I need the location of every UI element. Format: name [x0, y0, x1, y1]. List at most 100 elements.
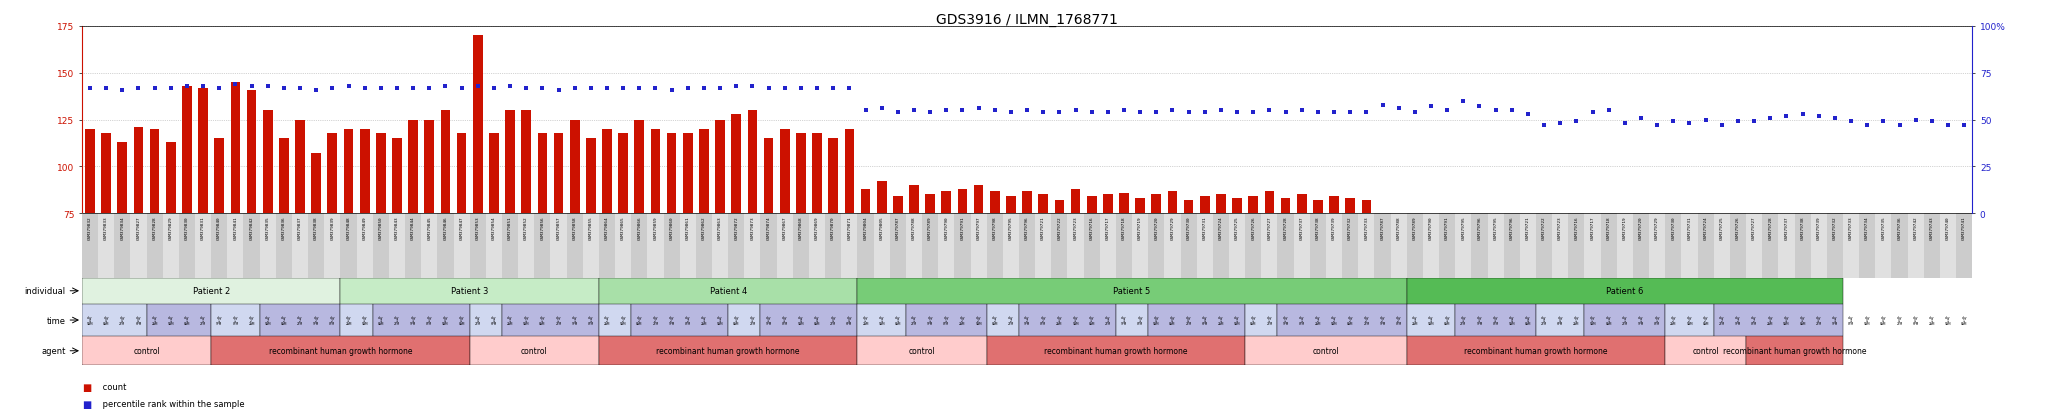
- Bar: [729, 304, 760, 336]
- Text: GSM379795: GSM379795: [1010, 216, 1014, 239]
- Point: [1640, 123, 1673, 129]
- Bar: [797, 133, 805, 214]
- Point: [834, 85, 866, 92]
- Text: day
0,
8AM: day 0, 8AM: [1524, 315, 1532, 325]
- Text: control: control: [909, 347, 936, 356]
- Text: day
3,
5AM: day 3, 5AM: [1073, 315, 1079, 325]
- Text: day
2,
5AM: day 2, 5AM: [1331, 315, 1337, 325]
- Bar: [1956, 214, 1972, 278]
- Text: day
3,
8AM: day 3, 8AM: [733, 315, 739, 325]
- Point: [1673, 121, 1706, 127]
- Text: GSM379720: GSM379720: [1155, 216, 1159, 239]
- Bar: [729, 214, 743, 278]
- Point: [414, 85, 446, 92]
- Text: day
2,
2PM: day 2, 2PM: [1364, 315, 1370, 325]
- Bar: [1616, 214, 1632, 278]
- Bar: [377, 133, 385, 214]
- Text: day
2,
5AM: day 2, 5AM: [1686, 315, 1694, 325]
- Bar: [1778, 214, 1794, 278]
- Bar: [1456, 214, 1470, 278]
- Point: [74, 85, 106, 92]
- Bar: [858, 304, 905, 336]
- Text: recombinant human growth hormone: recombinant human growth hormone: [1722, 347, 1866, 356]
- Point: [623, 85, 655, 92]
- Bar: [598, 278, 858, 304]
- Text: GSM379725: GSM379725: [1720, 216, 1724, 239]
- Text: day
1,
8AM: day 1, 8AM: [1606, 315, 1612, 325]
- Text: day
0,
2PM: day 0, 2PM: [1896, 315, 1903, 325]
- Point: [90, 85, 123, 92]
- Bar: [440, 111, 451, 214]
- Text: day
3,
2PM: day 3, 2PM: [1104, 315, 1110, 325]
- Bar: [1378, 214, 1386, 247]
- Text: GSM379727: GSM379727: [1268, 216, 1272, 239]
- Point: [752, 85, 784, 92]
- Text: GSM379851: GSM379851: [508, 216, 512, 239]
- Text: day
0,
2PM: day 0, 2PM: [1186, 315, 1192, 325]
- Point: [946, 108, 979, 114]
- Text: GSM379850: GSM379850: [379, 216, 383, 239]
- Text: GSM379790: GSM379790: [944, 216, 948, 239]
- Text: Patient 2: Patient 2: [193, 287, 229, 296]
- Text: GSM379805: GSM379805: [881, 216, 883, 239]
- Text: day
0,
5AM: day 0, 5AM: [797, 315, 805, 325]
- Point: [1075, 109, 1108, 116]
- Bar: [147, 304, 211, 336]
- Text: day
2,
8PM: day 2, 8PM: [684, 315, 690, 325]
- Bar: [1038, 195, 1049, 214]
- Bar: [1733, 214, 1743, 313]
- Text: day
1,
2AM: day 1, 2AM: [1219, 315, 1225, 325]
- Text: GSM379832: GSM379832: [88, 216, 92, 239]
- Point: [1026, 109, 1059, 116]
- Bar: [1749, 214, 1759, 313]
- Text: GSM379795: GSM379795: [1493, 216, 1497, 239]
- Text: GSM379837: GSM379837: [299, 216, 301, 239]
- Point: [106, 87, 139, 94]
- Bar: [1245, 304, 1278, 336]
- Bar: [1296, 195, 1307, 214]
- Text: day
1,
2PM: day 1, 2PM: [201, 315, 207, 325]
- Bar: [1395, 214, 1403, 255]
- Text: day
2,
5PM: day 2, 5PM: [313, 315, 319, 325]
- Point: [768, 85, 801, 92]
- Text: GSM379854: GSM379854: [492, 216, 496, 239]
- Point: [1042, 109, 1075, 116]
- Bar: [598, 304, 631, 336]
- Point: [1690, 117, 1722, 123]
- Point: [963, 106, 995, 112]
- Bar: [987, 304, 1020, 336]
- Text: GSM379833: GSM379833: [104, 216, 109, 239]
- Text: day
1,
2AM: day 1, 2AM: [862, 315, 868, 325]
- Bar: [809, 214, 825, 278]
- Bar: [713, 214, 729, 278]
- Text: day
1,
2PM: day 1, 2PM: [1266, 315, 1272, 325]
- Bar: [211, 214, 227, 278]
- Point: [1753, 115, 1786, 122]
- Text: day
1,
8PM: day 1, 8PM: [588, 315, 594, 325]
- Bar: [664, 214, 680, 278]
- Bar: [1585, 304, 1665, 336]
- Bar: [1313, 201, 1323, 214]
- Text: individual: individual: [25, 287, 66, 296]
- Bar: [473, 36, 483, 214]
- Point: [930, 108, 963, 114]
- Point: [236, 83, 268, 90]
- Bar: [1714, 304, 1843, 336]
- Bar: [82, 336, 211, 366]
- Bar: [406, 214, 422, 278]
- Point: [1802, 113, 1835, 120]
- Text: GSM379743: GSM379743: [1929, 216, 1933, 239]
- Bar: [1264, 191, 1274, 214]
- Text: GSM379798: GSM379798: [993, 216, 997, 239]
- Point: [1124, 109, 1157, 116]
- Bar: [1620, 214, 1630, 316]
- Text: day
2,
5PM: day 2, 5PM: [1735, 315, 1741, 325]
- Point: [1898, 117, 1931, 123]
- Point: [381, 85, 414, 92]
- Text: GSM379846: GSM379846: [444, 216, 446, 239]
- Text: day
1,
5AM: day 1, 5AM: [168, 315, 174, 325]
- Bar: [199, 88, 209, 214]
- Bar: [1212, 214, 1229, 278]
- Bar: [506, 111, 514, 214]
- Point: [1382, 106, 1415, 112]
